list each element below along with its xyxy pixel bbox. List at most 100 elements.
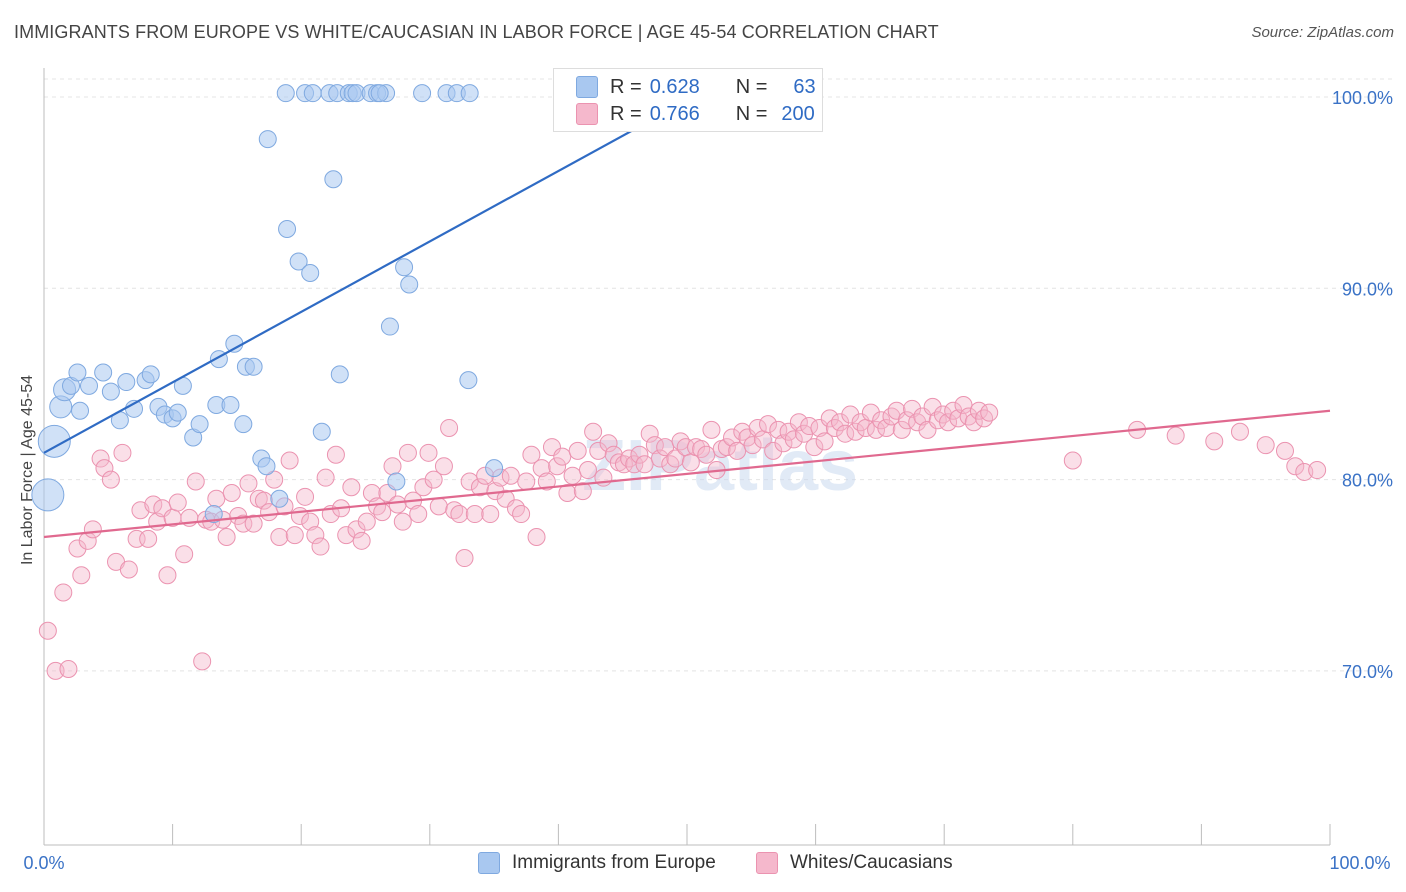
data-point-immigrants bbox=[370, 84, 389, 103]
data-point-whites bbox=[537, 472, 556, 491]
source-label: Source: ZipAtlas.com bbox=[1251, 24, 1394, 41]
data-point-whites bbox=[383, 457, 402, 476]
data-point-whites bbox=[424, 470, 443, 489]
data-point-whites bbox=[429, 497, 448, 516]
data-point-whites bbox=[207, 489, 226, 508]
data-point-whites bbox=[398, 443, 417, 462]
data-point-immigrants bbox=[68, 363, 87, 382]
trend-line-immigrants bbox=[43, 96, 694, 454]
series-whites-caucasians bbox=[38, 395, 1327, 680]
data-point-whites bbox=[759, 415, 778, 434]
data-point-whites bbox=[388, 495, 407, 514]
data-point-whites bbox=[414, 478, 433, 497]
data-point-whites bbox=[532, 459, 551, 478]
bottom-legend-whites: Whites/Caucasians bbox=[756, 852, 953, 874]
data-point-immigrants bbox=[330, 365, 349, 384]
data-point-whites bbox=[175, 545, 194, 564]
data-point-whites bbox=[352, 531, 371, 550]
data-point-whites bbox=[419, 443, 438, 462]
data-point-whites bbox=[980, 403, 999, 422]
data-point-whites bbox=[186, 472, 205, 491]
data-point-immigrants bbox=[31, 478, 65, 512]
bottom-legend-swatch-pink bbox=[756, 852, 778, 874]
data-point-whites bbox=[1275, 441, 1294, 460]
data-point-whites bbox=[239, 474, 258, 493]
legend-swatch-blue bbox=[576, 76, 598, 98]
data-point-whites bbox=[733, 422, 752, 441]
y-tick-label: 100.0% bbox=[1332, 88, 1393, 108]
data-point-whites bbox=[301, 512, 320, 531]
data-point-immigrants bbox=[244, 357, 263, 376]
data-point-whites bbox=[357, 512, 376, 531]
data-point-whites bbox=[964, 413, 983, 432]
correlation-legend: R = 0.628 N = 63 R = 0.766 N = 200 bbox=[553, 68, 823, 132]
legend-r-value: 0.766 bbox=[649, 102, 700, 125]
data-point-immigrants bbox=[387, 472, 406, 491]
data-point-whites bbox=[1286, 457, 1305, 476]
data-point-whites bbox=[222, 483, 241, 502]
data-point-whites bbox=[841, 405, 860, 424]
data-point-whites bbox=[877, 418, 896, 437]
data-point-whites bbox=[465, 505, 484, 524]
data-point-immigrants bbox=[380, 317, 399, 336]
x-tick-label: 100.0% bbox=[1329, 853, 1390, 873]
data-point-whites bbox=[774, 434, 793, 453]
data-point-whites bbox=[1205, 432, 1224, 451]
data-point-whites bbox=[1063, 451, 1082, 470]
data-point-whites bbox=[455, 549, 474, 568]
data-point-whites bbox=[517, 472, 536, 491]
data-point-immigrants bbox=[485, 459, 504, 478]
data-point-whites bbox=[578, 461, 597, 480]
data-point-whites bbox=[584, 422, 603, 441]
data-point-whites bbox=[630, 445, 649, 464]
data-point-immigrants bbox=[94, 363, 113, 382]
data-point-whites bbox=[825, 418, 844, 437]
bottom-legend-swatch-blue bbox=[478, 852, 500, 874]
data-point-immigrants bbox=[234, 415, 253, 434]
data-point-whites bbox=[764, 441, 783, 460]
data-point-whites bbox=[820, 409, 839, 428]
data-point-whites bbox=[193, 652, 212, 671]
data-point-whites bbox=[625, 455, 644, 474]
data-point-whites bbox=[306, 526, 325, 545]
data-point-immigrants bbox=[117, 373, 136, 392]
data-point-immigrants bbox=[459, 371, 478, 390]
data-point-whites bbox=[506, 499, 525, 518]
data-point-whites bbox=[640, 424, 659, 443]
data-point-whites bbox=[139, 529, 158, 548]
data-point-whites bbox=[347, 520, 366, 539]
data-point-whites bbox=[573, 482, 592, 501]
data-point-whites bbox=[368, 497, 387, 516]
tick-labels: 100.0% 90.0% 80.0% 70.0% 0.0% 100.0% bbox=[23, 88, 1393, 873]
data-point-immigrants bbox=[258, 130, 277, 149]
data-point-whites bbox=[723, 428, 742, 447]
data-point-whites bbox=[903, 399, 922, 418]
data-point-whites bbox=[527, 527, 546, 546]
y-tick-label: 70.0% bbox=[1342, 662, 1393, 682]
data-point-whites bbox=[362, 483, 381, 502]
data-point-whites bbox=[846, 422, 865, 441]
data-point-immigrants bbox=[37, 424, 71, 458]
data-point-whites bbox=[939, 413, 958, 432]
data-point-whites bbox=[650, 449, 669, 468]
data-point-whites bbox=[54, 583, 73, 602]
legend-n-value: 63 bbox=[793, 75, 816, 98]
data-point-whites bbox=[568, 441, 587, 460]
data-point-whites bbox=[393, 512, 412, 531]
data-point-whites bbox=[563, 466, 582, 485]
data-point-whites bbox=[280, 451, 299, 470]
data-point-immigrants bbox=[400, 275, 419, 294]
data-point-whites bbox=[168, 493, 187, 512]
data-point-whites bbox=[101, 470, 120, 489]
data-point-whites bbox=[144, 495, 163, 514]
data-point-whites bbox=[697, 445, 716, 464]
data-point-immigrants bbox=[71, 401, 90, 420]
data-point-immigrants bbox=[257, 457, 276, 476]
bottom-legend-label: Whites/Caucasians bbox=[790, 852, 953, 873]
legend-n-label: N = bbox=[735, 75, 768, 98]
chart-title: IMMIGRANTS FROM EUROPE VS WHITE/CAUCASIA… bbox=[14, 22, 939, 42]
data-point-immigrants bbox=[276, 84, 295, 103]
data-point-whites bbox=[434, 457, 453, 476]
data-point-immigrants bbox=[395, 258, 414, 277]
data-point-whites bbox=[270, 527, 289, 546]
